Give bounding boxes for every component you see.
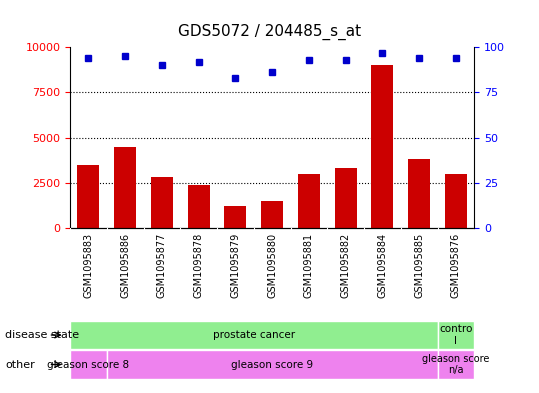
Text: gleason score 8: gleason score 8	[47, 360, 129, 369]
Text: GSM1095880: GSM1095880	[267, 233, 277, 298]
FancyBboxPatch shape	[70, 351, 107, 379]
Bar	[371, 65, 393, 228]
Text: GSM1095881: GSM1095881	[304, 233, 314, 298]
Text: GSM1095877: GSM1095877	[157, 233, 167, 298]
Bar	[78, 165, 100, 228]
Bar	[151, 177, 173, 228]
FancyBboxPatch shape	[107, 351, 438, 379]
Text: GSM1095886: GSM1095886	[120, 233, 130, 298]
Text: GSM1095878: GSM1095878	[194, 233, 204, 298]
Text: other: other	[5, 360, 35, 369]
FancyBboxPatch shape	[70, 321, 438, 349]
FancyBboxPatch shape	[438, 321, 474, 349]
Bar	[114, 147, 136, 228]
Text: gleason score 9: gleason score 9	[231, 360, 313, 369]
Bar	[188, 185, 210, 228]
Text: GSM1095882: GSM1095882	[341, 233, 351, 298]
Text: disease state: disease state	[5, 330, 80, 340]
Text: prostate cancer: prostate cancer	[213, 330, 295, 340]
Text: gleason score
n/a: gleason score n/a	[422, 354, 489, 375]
Text: contro
l: contro l	[439, 324, 473, 346]
FancyBboxPatch shape	[438, 351, 474, 379]
Text: GSM1095885: GSM1095885	[414, 233, 424, 298]
Bar	[335, 168, 357, 228]
Bar	[224, 206, 246, 228]
Bar	[298, 174, 320, 228]
Text: GSM1095883: GSM1095883	[84, 233, 93, 298]
Bar	[445, 174, 467, 228]
Bar	[261, 201, 283, 228]
Text: GSM1095876: GSM1095876	[451, 233, 461, 298]
Bar	[408, 159, 430, 228]
Text: GDS5072 / 204485_s_at: GDS5072 / 204485_s_at	[178, 24, 361, 40]
Text: GSM1095884: GSM1095884	[377, 233, 388, 298]
Text: GSM1095879: GSM1095879	[231, 233, 240, 298]
